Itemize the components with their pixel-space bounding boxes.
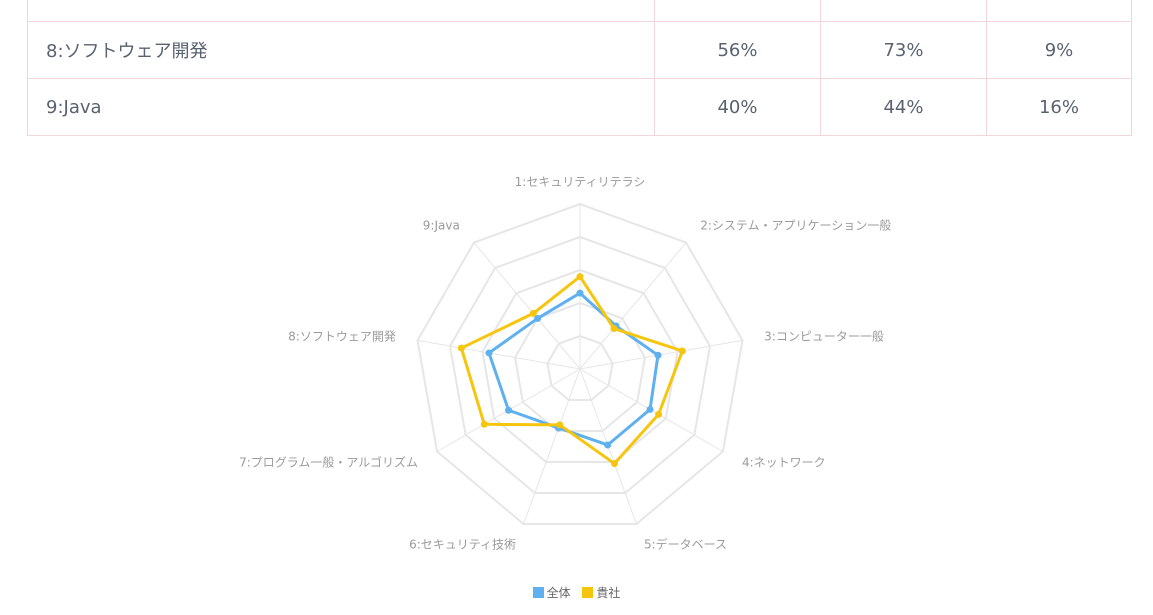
axis-label: 6:セキュリティ技術	[409, 538, 516, 552]
legend-label: 貴社	[596, 586, 621, 600]
cell-overall: 40%	[654, 78, 821, 136]
series-point-1	[480, 420, 488, 428]
row-label: 8:ソフトウェア開発	[27, 21, 655, 79]
series-line-0	[487, 291, 660, 447]
cell-company	[820, 0, 987, 22]
legend-label: 全体	[546, 586, 571, 600]
cell-third	[986, 0, 1132, 22]
table-row	[27, 0, 1132, 22]
grid-ring	[481, 268, 679, 464]
axis-label: 5:データベース	[644, 537, 727, 552]
series-point-0	[576, 289, 584, 297]
grid-ring	[416, 202, 744, 526]
grid-spoke	[473, 242, 581, 370]
score-table: 8:ソフトウェア開発 56% 73% 9% 9:Java 40% 44% 16%	[27, 0, 1132, 136]
cell-overall: 56%	[654, 21, 821, 79]
series-point-0	[534, 314, 542, 322]
row-label	[27, 0, 655, 22]
series-point-1	[529, 309, 537, 317]
series-point-0	[646, 405, 654, 413]
grid-spoke	[417, 339, 581, 370]
series-point-0	[485, 349, 493, 357]
axis-label: 1:セキュリティリテラシ	[515, 175, 646, 189]
axis-label: 7:プログラム一般・アルゴリズム	[239, 455, 418, 470]
table-row: 9:Java 40% 44% 16%	[27, 78, 1132, 136]
series-point-1	[610, 460, 618, 468]
series-point-1	[556, 421, 564, 429]
series-point-0	[604, 441, 612, 449]
legend-item-overall[interactable]: 全体	[532, 584, 571, 601]
axis-label: 8:ソフトウェア開発	[288, 330, 396, 344]
series-point-1	[610, 325, 618, 333]
row-label: 9:Java	[27, 78, 655, 136]
cell-company: 44%	[820, 78, 987, 136]
series-point-1	[678, 347, 686, 355]
grid-spoke	[523, 368, 581, 525]
cell-third: 9%	[986, 21, 1132, 79]
cell-overall	[654, 0, 821, 22]
axis-label: 3:コンピューター一般	[764, 329, 884, 344]
axis-label: 2:システム・アプリケーション一般	[700, 218, 891, 233]
series-point-0	[654, 351, 662, 359]
series-point-1	[457, 344, 465, 352]
grid-ring	[448, 235, 712, 495]
cell-third: 16%	[986, 78, 1132, 136]
chart-legend: 全体 貴社	[0, 584, 1153, 601]
grid-spoke	[579, 242, 687, 370]
axis-label: 4:ネットワーク	[742, 456, 826, 470]
table-row: 8:ソフトウェア開発 56% 73% 9%	[27, 21, 1132, 79]
legend-swatch	[532, 587, 544, 598]
legend-swatch	[582, 587, 594, 598]
series-point-1	[655, 410, 663, 418]
series-point-0	[505, 406, 513, 414]
grid-ring	[546, 334, 614, 402]
cell-company: 73%	[820, 21, 987, 79]
radar-chart: 1:セキュリティリテラシ 2:システム・アプリケーション一般 3:コンピューター一般…	[239, 175, 891, 552]
series-point-1	[576, 273, 584, 281]
series-line-1	[459, 275, 684, 466]
legend-item-company[interactable]: 貴社	[582, 584, 620, 601]
axis-label: 9:Java	[423, 219, 460, 233]
